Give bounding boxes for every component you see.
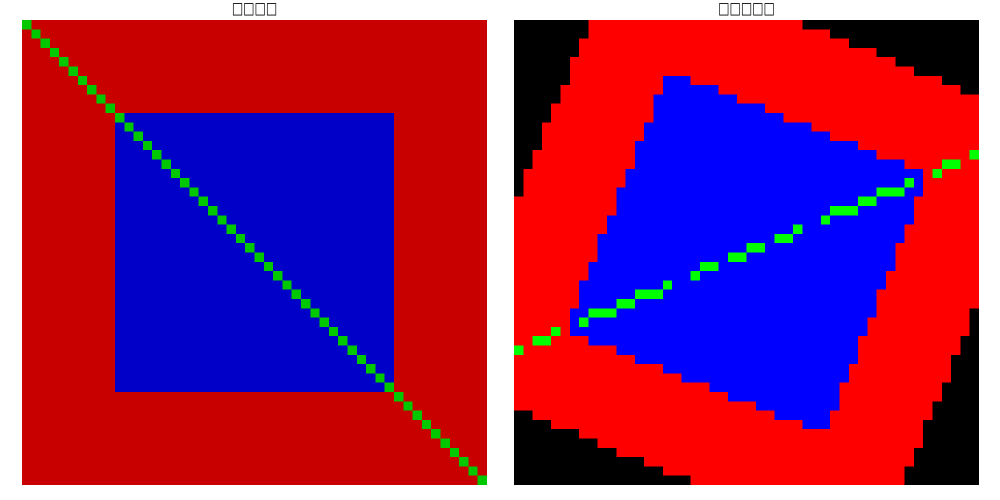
left-panel-title-text: □□□□	[232, 0, 277, 19]
right-panel: □□□□□	[514, 0, 979, 485]
left-panel-title: □□□□	[22, 0, 487, 18]
rotated-image	[514, 20, 979, 485]
right-panel-title-text: □□□□□	[718, 0, 775, 19]
original-image	[22, 20, 487, 485]
left-panel: □□□□	[22, 0, 487, 485]
right-panel-title: □□□□□	[514, 0, 979, 18]
